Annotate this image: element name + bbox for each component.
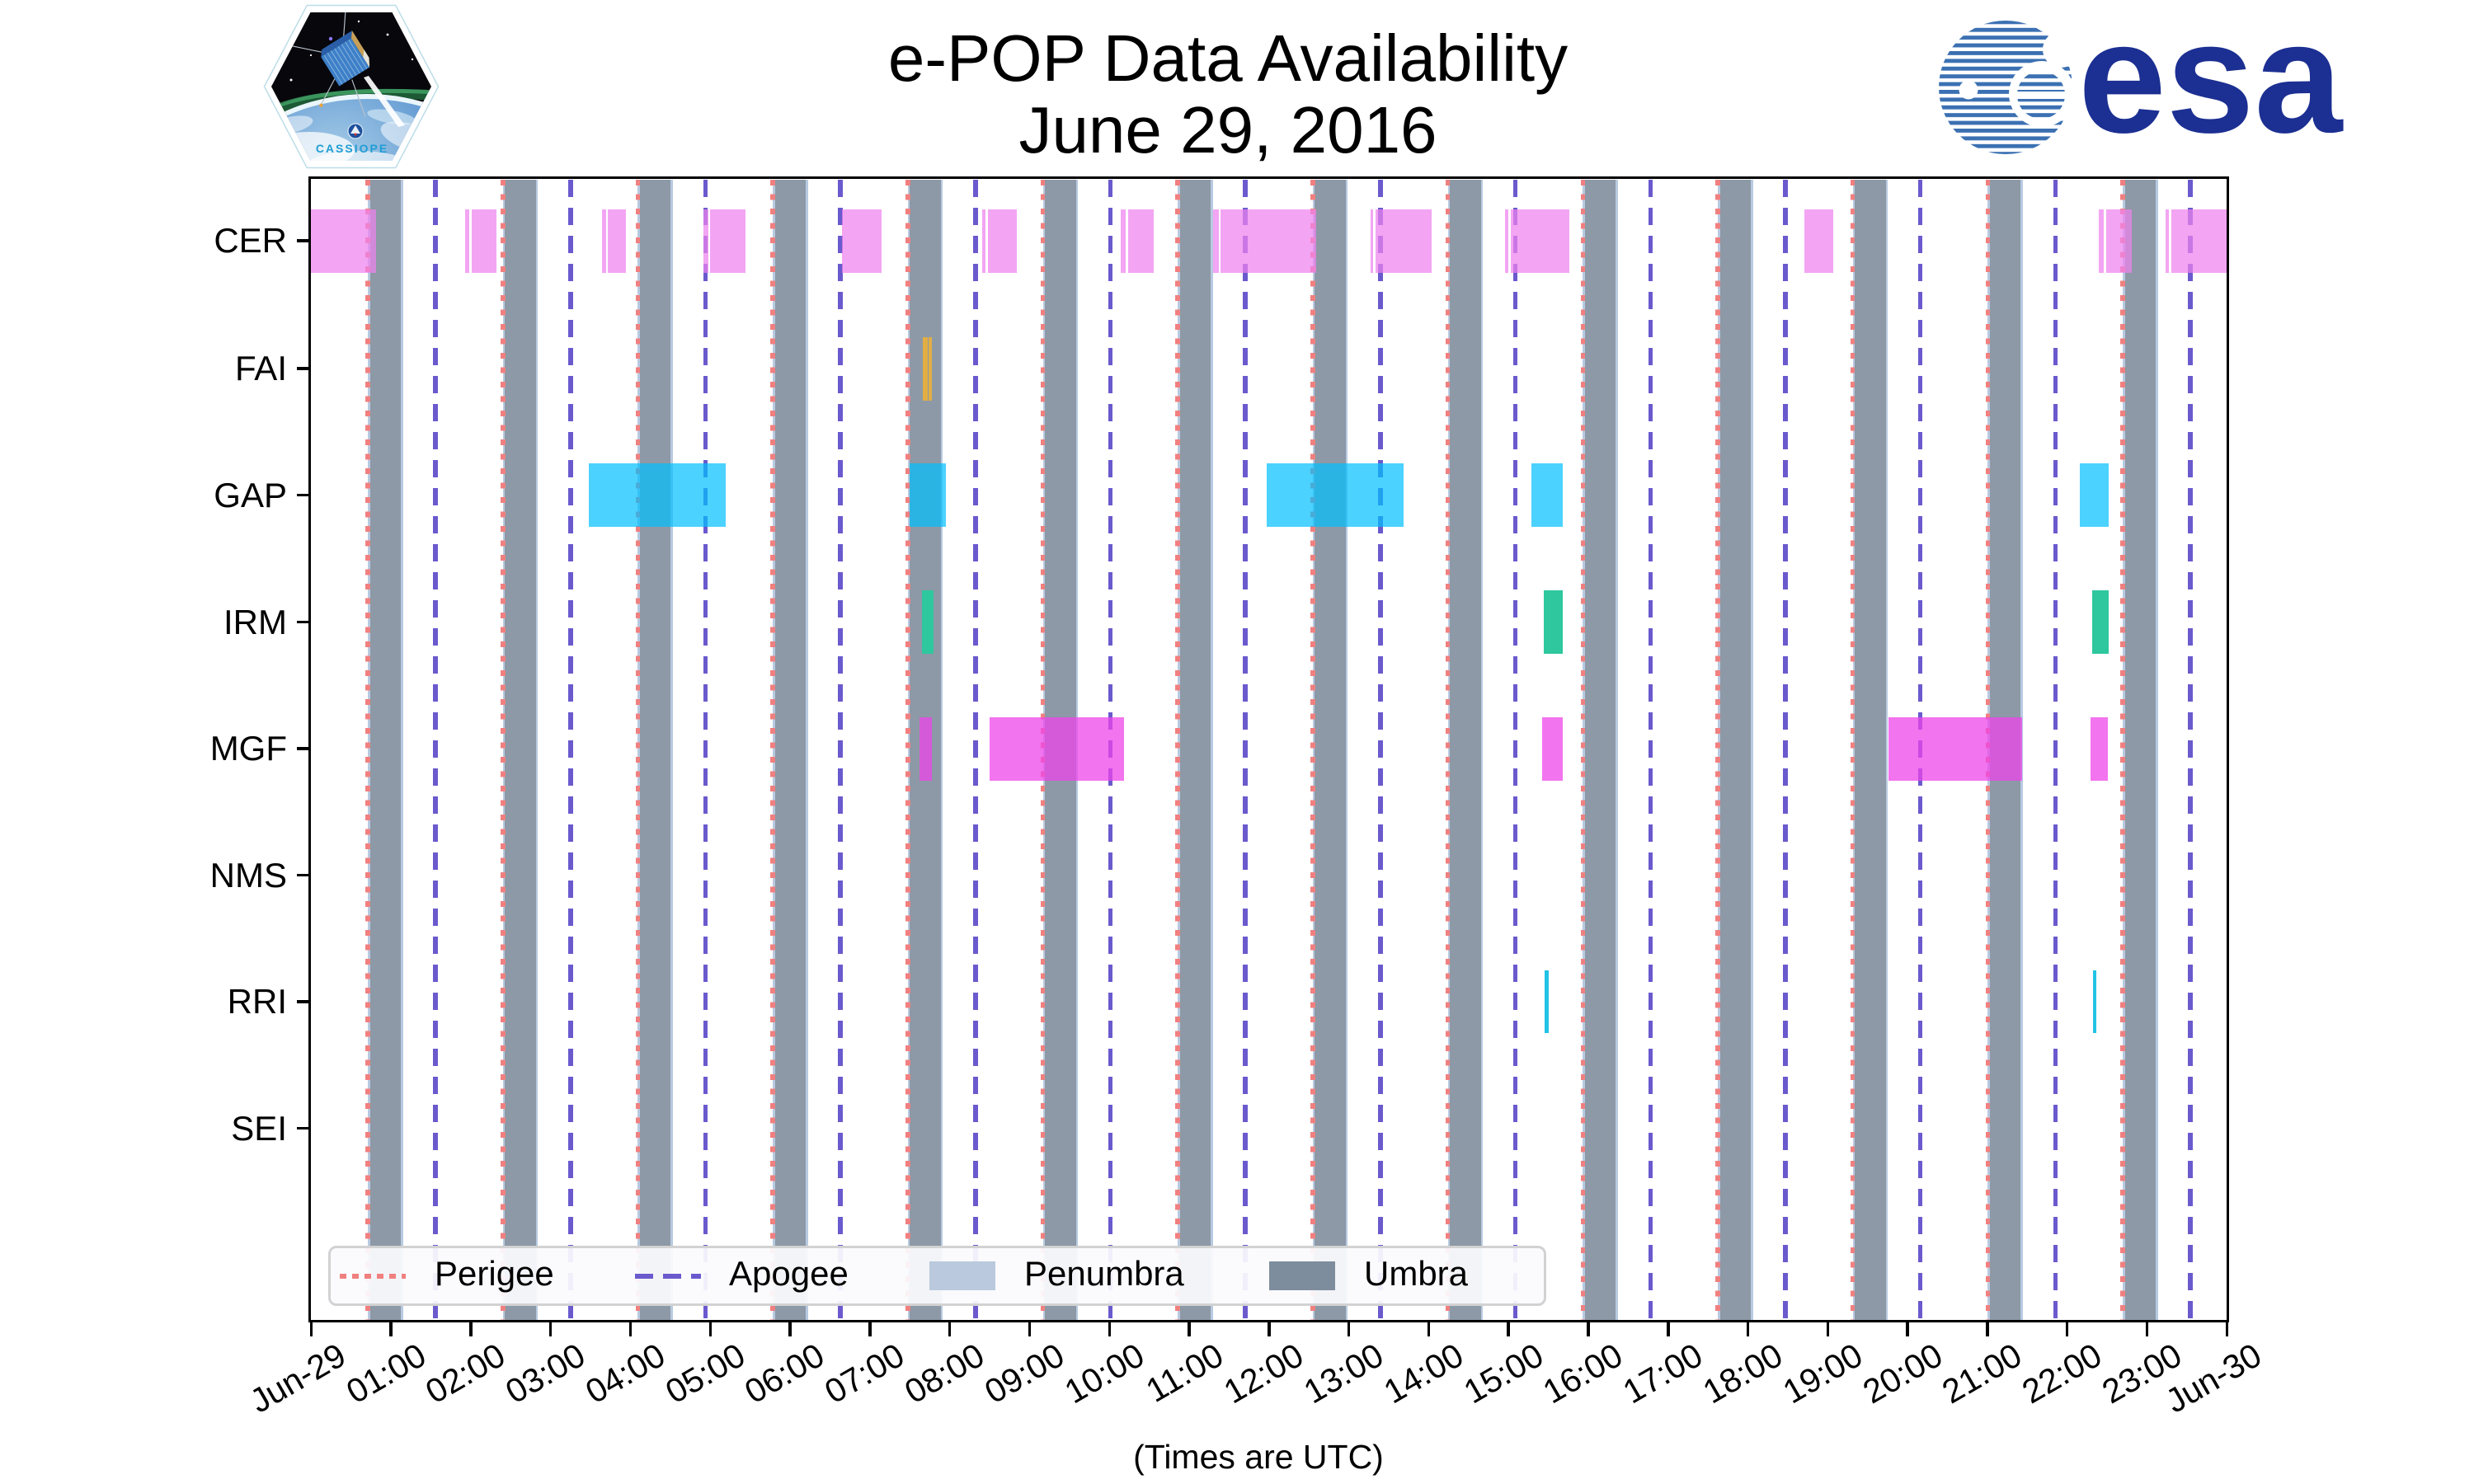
svg-text:esa: esa [2078,12,2344,166]
svg-text:CASSIOPE: CASSIOPE [316,142,388,155]
